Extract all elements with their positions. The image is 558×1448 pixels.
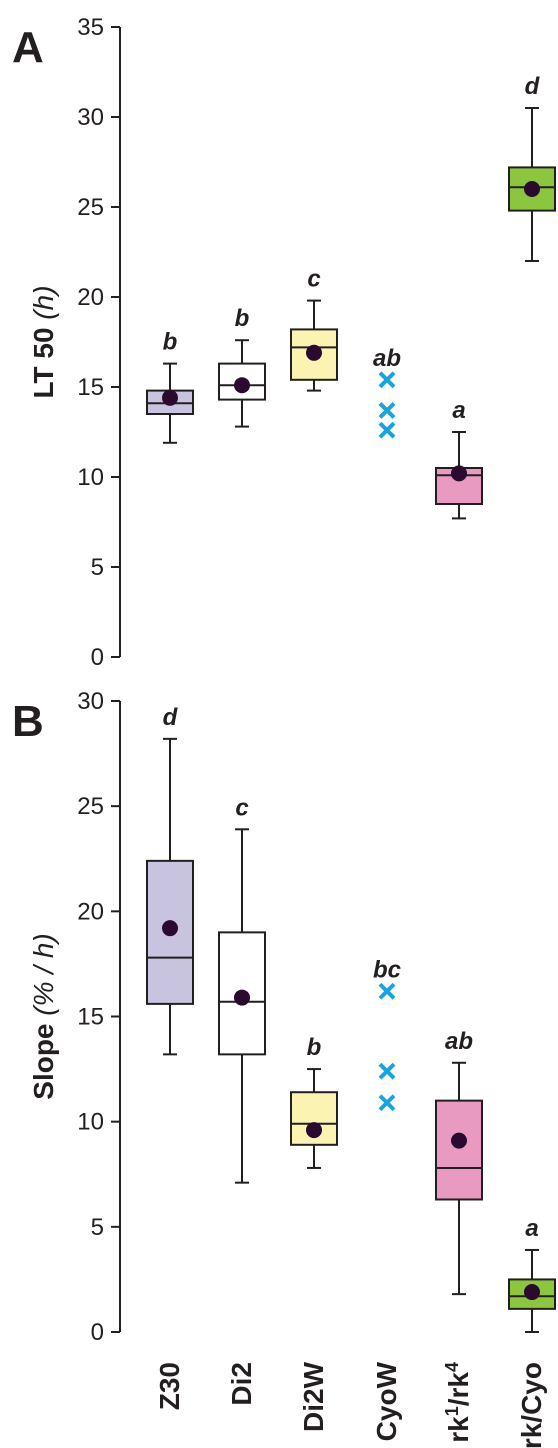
x-label-base: rk xyxy=(443,1416,474,1443)
y-axis-label-main: LT 50 xyxy=(28,320,59,399)
y-tick-label: 20 xyxy=(77,898,104,925)
y-tick-label: 35 xyxy=(77,14,104,41)
box-group-rk1/rk4: ab xyxy=(435,1028,483,1296)
y-axis-label: Slope (% / h) xyxy=(28,933,59,1099)
x-label-base: Di2 xyxy=(226,1362,257,1406)
box-group-rk1/rk4: a xyxy=(435,397,483,520)
box-iqr xyxy=(218,362,266,401)
y-axis-label-unit: (% / h) xyxy=(28,933,59,1015)
y-tick-label: 0 xyxy=(91,1319,104,1346)
y-tick-label: 5 xyxy=(91,1214,104,1241)
data-point-cross xyxy=(378,1094,396,1112)
mean-dot xyxy=(451,465,467,482)
box-iqr xyxy=(290,328,338,381)
y-tick-label: 15 xyxy=(77,1004,104,1031)
box-group-Di2: c xyxy=(218,794,266,1184)
significance-letter: b xyxy=(307,1034,322,1061)
y-axis-label-main: Slope xyxy=(28,1016,59,1100)
box-group-CyoW: bc xyxy=(373,956,401,1112)
box-group-CyoW: ab xyxy=(373,345,401,439)
mean-dot xyxy=(162,920,178,937)
x-category-label: Di2 xyxy=(226,1362,257,1406)
y-tick-label: 30 xyxy=(77,104,104,131)
mean-dot xyxy=(234,377,250,394)
x-category-label: Di2W xyxy=(298,1361,329,1432)
panel-B: B 0 5 10 15 20 25 30 Slope (% / h) d c b bc ab a xyxy=(12,688,556,1346)
significance-letter: d xyxy=(163,704,179,731)
panel-label: A xyxy=(12,23,44,72)
mean-dot xyxy=(234,989,250,1006)
significance-letter: ab xyxy=(445,1028,473,1055)
significance-letter: a xyxy=(452,397,465,424)
mean-dot xyxy=(306,344,322,361)
data-point-cross xyxy=(378,1062,396,1080)
data-point-cross xyxy=(378,401,396,419)
data-point-cross xyxy=(378,371,396,389)
mean-dot xyxy=(524,1284,540,1301)
y-tick-label: 25 xyxy=(77,793,104,820)
x-label-base: Di2W xyxy=(298,1361,329,1432)
significance-letter: c xyxy=(235,794,248,821)
significance-letter: ab xyxy=(373,345,401,372)
x-category-label: rk1/rk4 xyxy=(442,1362,474,1443)
significance-letter: a xyxy=(525,1215,538,1242)
significance-letter: d xyxy=(525,73,541,100)
y-tick-label: 20 xyxy=(77,284,104,311)
x-label-base: Z30 xyxy=(154,1362,185,1410)
y-tick-label: 10 xyxy=(77,464,104,491)
box-group-rk/Cyo: a xyxy=(508,1215,556,1333)
box-group-Di2W: c xyxy=(290,266,338,392)
y-tick-label: 0 xyxy=(91,644,104,671)
box-group-Di2W: b xyxy=(290,1034,338,1169)
box-group-Di2: b xyxy=(218,305,266,428)
y-axis-label-unit: (h) xyxy=(28,285,59,319)
data-point-cross xyxy=(378,982,396,1000)
box-group-rk/Cyo: d xyxy=(508,73,556,262)
x-label-mid: /rk xyxy=(443,1372,474,1407)
data-point-cross xyxy=(378,421,396,439)
y-tick-label: 10 xyxy=(77,1109,104,1136)
panel-A: A 0 5 10 15 20 25 30 35 LT 50 (h) b b c ab a d xyxy=(12,14,556,671)
box-group-Z30: b xyxy=(146,329,194,444)
y-tick-label: 5 xyxy=(91,554,104,581)
mean-dot xyxy=(524,181,540,197)
significance-letter: b xyxy=(235,305,250,332)
box-group-Z30: d xyxy=(146,704,194,1056)
box-iqr xyxy=(435,1099,483,1201)
x-label-superscript: 1 xyxy=(442,1406,462,1416)
x-category-label: CyoW xyxy=(371,1361,402,1441)
panel-label: B xyxy=(12,697,44,746)
mean-dot xyxy=(451,1132,467,1149)
significance-letter: b xyxy=(163,329,178,356)
significance-letter: bc xyxy=(373,956,401,983)
x-label-base: CyoW xyxy=(371,1361,402,1441)
x-label-superscript: 4 xyxy=(442,1362,462,1372)
mean-dot xyxy=(306,1122,322,1139)
x-label-base: rk/Cyo xyxy=(516,1362,547,1448)
x-category-label: Z30 xyxy=(154,1362,185,1410)
x-category-label: rk/Cyo xyxy=(516,1362,547,1448)
significance-letter: c xyxy=(307,266,320,293)
y-tick-label: 25 xyxy=(77,194,104,221)
y-axis-label: LT 50 (h) xyxy=(28,285,59,398)
y-tick-label: 15 xyxy=(77,374,104,401)
mean-dot xyxy=(162,389,178,406)
y-tick-label: 30 xyxy=(77,688,104,715)
